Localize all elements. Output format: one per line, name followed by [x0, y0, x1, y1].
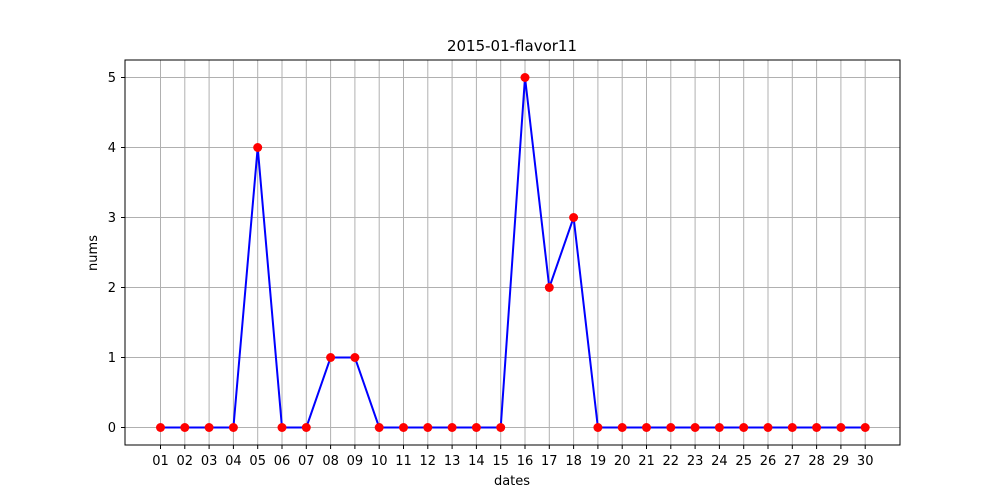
x-tick-label: 15	[492, 454, 509, 469]
x-tick-label: 04	[225, 454, 242, 469]
x-tick-label: 02	[177, 454, 194, 469]
plot-frame	[124, 59, 901, 446]
data-point	[399, 423, 408, 432]
x-axis: 01 02 03 04 05 06 07 08 09 10 11 12 13 14 15 16 17 18 19 20…	[152, 445, 873, 469]
data-point	[787, 423, 797, 432]
x-tick-label: 23	[687, 454, 704, 469]
y-tick-label: 1	[108, 351, 116, 366]
x-tick-label: 25	[735, 454, 752, 469]
x-tick-label: 13	[444, 454, 461, 469]
data-point	[690, 423, 700, 432]
x-tick-label: 29	[833, 454, 850, 469]
x-tick-label: 14	[468, 454, 485, 469]
x-tick-label: 11	[395, 454, 412, 469]
chart-title: 2015-01-flavor11	[447, 37, 577, 55]
series-line	[160, 76, 866, 429]
data-point	[642, 423, 651, 432]
x-tick-label: 01	[152, 454, 169, 469]
data-point	[301, 423, 311, 432]
data-point	[544, 283, 554, 292]
data-point	[228, 423, 238, 432]
x-tick-label: 17	[541, 454, 558, 469]
data-point	[739, 423, 749, 432]
y-tick-label: 3	[108, 211, 116, 226]
data-point	[326, 353, 336, 362]
data-point	[156, 423, 165, 432]
x-tick-label: 08	[322, 454, 339, 469]
data-point	[836, 423, 846, 432]
y-axis-label: nums	[86, 235, 101, 271]
data-point	[374, 423, 384, 432]
x-tick-label: 06	[274, 454, 291, 469]
x-axis-label: dates	[494, 474, 530, 489]
data-point	[763, 423, 773, 432]
data-point	[423, 423, 433, 432]
x-tick-label: 19	[590, 454, 607, 469]
data-point	[277, 423, 287, 432]
data-point	[569, 213, 579, 222]
x-tick-label: 21	[638, 454, 655, 469]
x-tick-label: 18	[565, 454, 582, 469]
data-point	[204, 423, 214, 432]
x-tick-label: 16	[517, 454, 534, 469]
data-point	[666, 423, 676, 432]
y-tick-label: 4	[108, 141, 116, 156]
data-point	[812, 423, 822, 432]
x-tick-label: 10	[371, 454, 388, 469]
x-tick-label: 09	[347, 454, 364, 469]
series-markers	[156, 73, 870, 432]
data-point	[253, 143, 263, 152]
data-point	[180, 423, 190, 432]
x-tick-label: 27	[784, 454, 801, 469]
x-tick-label: 24	[711, 454, 728, 469]
x-tick-label: 22	[663, 454, 680, 469]
y-tick-label: 5	[108, 71, 116, 86]
x-tick-label: 20	[614, 454, 631, 469]
x-tick-label: 26	[760, 454, 777, 469]
data-point	[520, 73, 530, 82]
y-tick-label: 0	[108, 421, 116, 436]
data-point	[350, 353, 360, 362]
x-tick-label: 03	[201, 454, 218, 469]
data-point	[447, 423, 457, 432]
x-tick-label: 07	[298, 454, 315, 469]
x-tick-label: 30	[857, 454, 874, 469]
x-tick-label: 28	[808, 454, 825, 469]
data-point	[593, 423, 603, 432]
x-tick-label: 12	[420, 454, 437, 469]
y-axis: 0 1 2 3 4 5	[108, 71, 125, 436]
grid	[125, 60, 900, 445]
data-point	[860, 423, 870, 432]
data-point	[714, 423, 724, 432]
x-tick-label: 05	[249, 454, 266, 469]
y-tick-label: 2	[108, 281, 116, 296]
data-point	[471, 423, 481, 432]
data-point	[617, 423, 627, 432]
data-point	[496, 423, 506, 432]
